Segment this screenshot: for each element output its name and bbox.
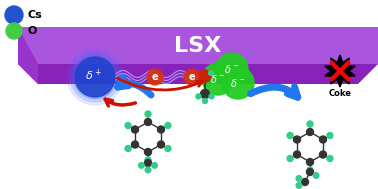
Text: $\delta^+$: $\delta^+$ bbox=[85, 67, 101, 83]
Circle shape bbox=[293, 136, 301, 143]
Circle shape bbox=[6, 23, 22, 39]
Circle shape bbox=[287, 156, 293, 161]
Text: Coke: Coke bbox=[328, 88, 352, 98]
Circle shape bbox=[222, 67, 254, 99]
Circle shape bbox=[307, 169, 313, 176]
Circle shape bbox=[132, 141, 138, 148]
Circle shape bbox=[144, 149, 152, 156]
Circle shape bbox=[145, 157, 151, 163]
Text: $\delta^-$: $\delta^-$ bbox=[225, 63, 240, 75]
Circle shape bbox=[307, 121, 313, 127]
Circle shape bbox=[293, 151, 301, 158]
Polygon shape bbox=[18, 27, 38, 84]
Circle shape bbox=[5, 6, 23, 24]
Circle shape bbox=[307, 167, 313, 173]
Circle shape bbox=[319, 136, 327, 143]
Polygon shape bbox=[325, 55, 355, 87]
Circle shape bbox=[203, 98, 208, 104]
Text: $\delta^-$: $\delta^-$ bbox=[231, 77, 246, 89]
Circle shape bbox=[139, 163, 144, 168]
Circle shape bbox=[70, 52, 120, 102]
Circle shape bbox=[184, 69, 200, 85]
Text: O: O bbox=[27, 26, 36, 36]
Circle shape bbox=[145, 111, 151, 117]
Circle shape bbox=[313, 173, 319, 178]
Circle shape bbox=[67, 49, 123, 105]
Circle shape bbox=[152, 163, 157, 168]
Circle shape bbox=[144, 119, 152, 125]
Circle shape bbox=[75, 57, 115, 97]
Circle shape bbox=[307, 129, 313, 136]
Circle shape bbox=[125, 146, 131, 152]
Polygon shape bbox=[18, 64, 378, 84]
Circle shape bbox=[287, 132, 293, 139]
Text: $\delta^-$: $\delta^-$ bbox=[211, 73, 226, 85]
Circle shape bbox=[327, 156, 333, 161]
Circle shape bbox=[302, 178, 308, 185]
Circle shape bbox=[158, 141, 164, 148]
Circle shape bbox=[144, 160, 152, 167]
Circle shape bbox=[158, 126, 164, 133]
Circle shape bbox=[73, 55, 117, 99]
Circle shape bbox=[307, 159, 313, 166]
Circle shape bbox=[296, 183, 302, 188]
Circle shape bbox=[209, 70, 214, 75]
Circle shape bbox=[319, 151, 327, 158]
Circle shape bbox=[125, 122, 131, 129]
Circle shape bbox=[145, 167, 151, 173]
Circle shape bbox=[199, 70, 211, 82]
Circle shape bbox=[147, 69, 163, 85]
Circle shape bbox=[132, 126, 138, 133]
Circle shape bbox=[196, 94, 201, 99]
Text: e: e bbox=[152, 72, 158, 82]
Circle shape bbox=[165, 146, 171, 152]
Text: LSX: LSX bbox=[174, 36, 222, 56]
Circle shape bbox=[209, 94, 214, 99]
Circle shape bbox=[202, 63, 234, 95]
Polygon shape bbox=[18, 27, 378, 64]
Circle shape bbox=[296, 176, 302, 181]
Text: Cs: Cs bbox=[27, 10, 42, 20]
Circle shape bbox=[200, 90, 209, 98]
Circle shape bbox=[216, 53, 248, 85]
Circle shape bbox=[165, 122, 171, 129]
Circle shape bbox=[327, 132, 333, 139]
Text: e: e bbox=[189, 72, 195, 82]
